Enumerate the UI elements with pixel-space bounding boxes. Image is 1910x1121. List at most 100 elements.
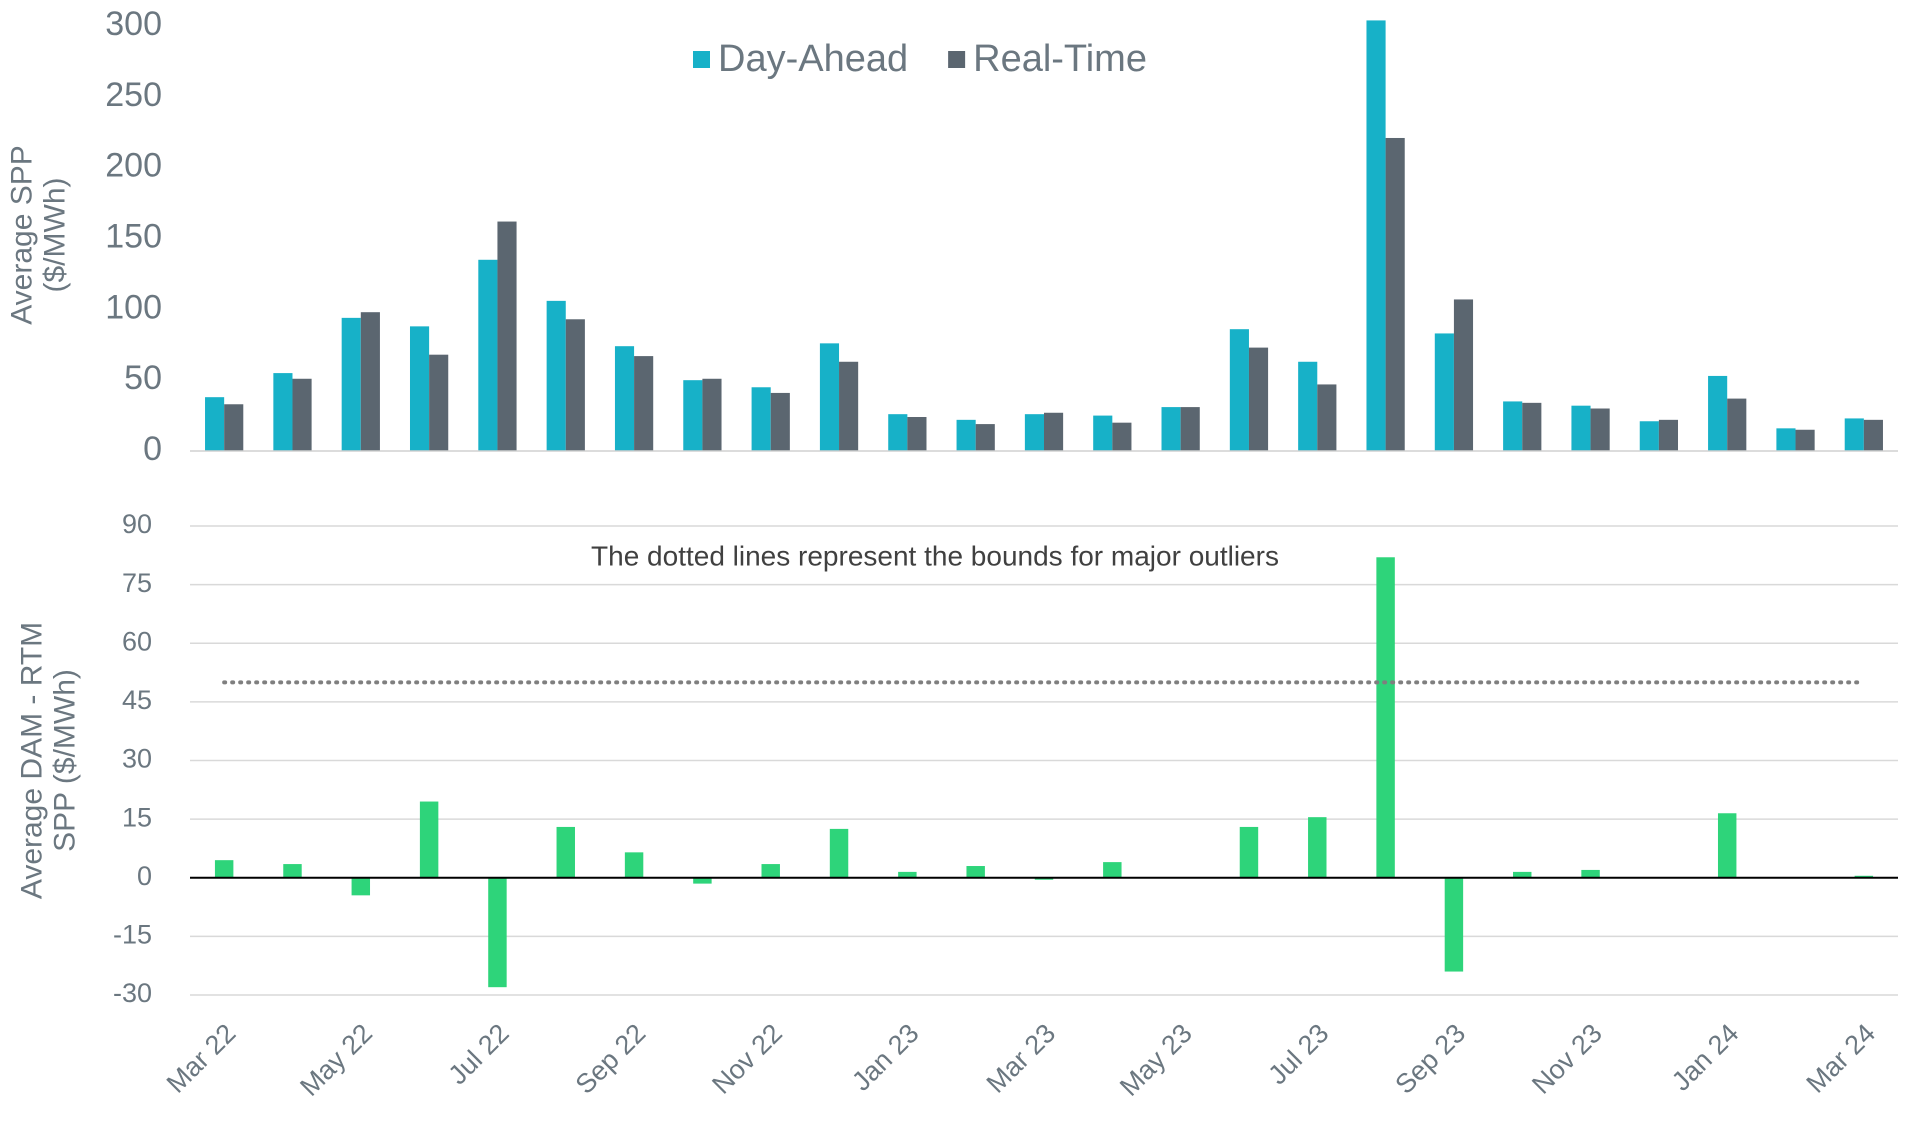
y-tick-label: 75 xyxy=(122,568,152,598)
bar xyxy=(1513,871,1532,878)
x-tick-label: Sep 23 xyxy=(1389,1018,1471,1100)
legend-swatch xyxy=(693,51,710,68)
bar xyxy=(770,392,790,451)
y-tick-label: 300 xyxy=(105,5,162,43)
bar xyxy=(761,864,780,878)
bar xyxy=(683,380,703,451)
legend-label: Real-Time xyxy=(973,38,1147,80)
y-tick-label: 90 xyxy=(122,509,152,539)
bar xyxy=(1317,384,1337,451)
x-tick-label: Nov 22 xyxy=(706,1018,788,1100)
bar xyxy=(273,373,293,451)
bar xyxy=(1571,405,1591,451)
y-axis-label-line: SPP ($/MWh) xyxy=(48,669,81,852)
bar xyxy=(1112,422,1132,451)
bar xyxy=(351,877,371,896)
bar xyxy=(702,378,722,451)
bar xyxy=(478,259,498,451)
bar xyxy=(1503,401,1523,451)
bar xyxy=(1795,429,1815,451)
bar xyxy=(1590,408,1610,451)
bar xyxy=(283,864,302,878)
bar xyxy=(1103,862,1122,878)
bar xyxy=(1522,402,1542,451)
y-tick-label: 200 xyxy=(105,147,162,185)
bar xyxy=(839,361,859,451)
bar xyxy=(205,397,225,451)
bar xyxy=(1239,826,1259,878)
legend-swatch xyxy=(948,51,966,68)
x-tick-label: May 23 xyxy=(1114,1018,1198,1102)
y-tick-label: 60 xyxy=(122,626,152,656)
y-axis-label-line: Average DAM - RTM xyxy=(15,622,48,899)
x-tick-label: Nov 23 xyxy=(1526,1018,1608,1100)
x-tick-label: Jul 22 xyxy=(443,1018,515,1090)
bar xyxy=(546,300,566,451)
y-tick-label: 250 xyxy=(105,76,162,114)
bar xyxy=(214,860,234,878)
bar xyxy=(751,387,771,451)
bar xyxy=(1093,415,1113,451)
y-tick-label: 0 xyxy=(143,430,162,468)
bar xyxy=(898,871,917,878)
bar xyxy=(1658,419,1679,451)
y-tick-label: 45 xyxy=(122,685,152,715)
x-tick-label: Mar 23 xyxy=(981,1018,1062,1099)
bar xyxy=(1024,414,1044,451)
y-tick-label: 30 xyxy=(122,744,152,774)
x-tick-label: Mar 24 xyxy=(1800,1018,1881,1099)
y-tick-label: 50 xyxy=(124,359,162,397)
y-tick-label: 100 xyxy=(105,288,162,326)
bar xyxy=(1248,347,1269,451)
y-axis-label: Average DAM - RTMSPP ($/MWh) xyxy=(15,622,81,899)
bar xyxy=(907,417,927,451)
bar xyxy=(360,312,380,451)
bar xyxy=(1229,329,1249,451)
bar xyxy=(1639,421,1659,451)
y-axis-label-line: ($/MWh) xyxy=(38,178,71,293)
y-tick-label: 15 xyxy=(122,802,152,832)
bar xyxy=(341,317,361,451)
bar xyxy=(1385,137,1405,451)
bar xyxy=(1776,428,1796,451)
bar xyxy=(1308,817,1327,878)
bar xyxy=(429,354,449,451)
x-tick-label: May 22 xyxy=(294,1018,378,1102)
y-axis-label: Average SPP($/MWh) xyxy=(5,145,71,325)
bar xyxy=(1844,418,1864,451)
bar xyxy=(292,378,312,451)
bar xyxy=(488,877,507,988)
x-tick-label: Jan 23 xyxy=(846,1018,925,1097)
y-tick-label: 150 xyxy=(105,218,162,256)
bar xyxy=(956,419,976,451)
bar xyxy=(556,826,575,878)
bar xyxy=(634,356,654,451)
bar xyxy=(419,801,439,878)
bar xyxy=(1366,20,1386,452)
bar xyxy=(1453,299,1474,451)
x-tick-label: Jul 23 xyxy=(1262,1018,1334,1090)
bar xyxy=(1434,333,1454,451)
bar xyxy=(1727,398,1747,451)
x-tick-label: Mar 22 xyxy=(161,1018,242,1099)
bar xyxy=(966,866,985,878)
bar xyxy=(819,343,840,451)
bar xyxy=(624,852,644,878)
y-tick-label: -30 xyxy=(113,978,152,1008)
bar xyxy=(1708,375,1728,451)
y-axis-label-line: Average SPP xyxy=(5,145,38,325)
bar xyxy=(1044,412,1064,451)
bar xyxy=(565,319,585,451)
bar xyxy=(409,326,430,451)
bar xyxy=(829,828,849,878)
bar xyxy=(1298,361,1318,451)
y-tick-label: 0 xyxy=(137,861,152,891)
bar xyxy=(1717,813,1737,878)
bar xyxy=(497,221,517,451)
bar xyxy=(1581,869,1600,878)
bar xyxy=(888,414,908,451)
bar xyxy=(1161,407,1181,451)
bar xyxy=(975,424,995,451)
bar xyxy=(1180,407,1200,451)
